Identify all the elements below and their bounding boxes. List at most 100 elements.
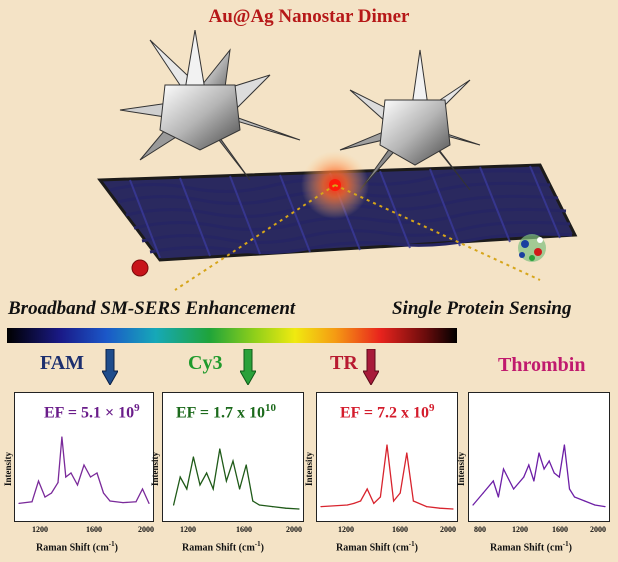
left-nanostar (119, 30, 301, 181)
tick-label: 1600 (552, 525, 568, 534)
data-point (492, 480, 494, 482)
data-point (412, 500, 414, 502)
y-axis-label: Intensity (3, 451, 13, 486)
data-point (568, 488, 571, 490)
data-point (558, 476, 560, 478)
dye-label-thrombin: Thrombin (498, 354, 586, 376)
arrow-down-icon (102, 349, 118, 385)
data-point (472, 504, 474, 506)
series-line (320, 444, 454, 510)
data-point (393, 500, 395, 502)
data-point (141, 488, 144, 490)
spectrum-color-bar (7, 328, 457, 343)
ef-value-tr: EF = 7.2 x 109 (340, 402, 435, 422)
data-point (239, 488, 241, 490)
data-point (65, 476, 67, 478)
data-point (538, 452, 540, 454)
data-point (50, 492, 53, 494)
data-point (366, 488, 368, 490)
y-axis-label: Intensity (304, 451, 314, 486)
data-point (219, 448, 221, 450)
data-point (31, 501, 33, 503)
tick-label: 1200 (338, 525, 354, 534)
data-point (285, 507, 287, 509)
x-axis-label: Raman Shift (cm-1) (36, 540, 118, 554)
data-point (573, 496, 576, 498)
series-line (172, 448, 300, 510)
data-point (57, 482, 59, 484)
data-point (245, 464, 247, 466)
x-axis-label: Raman Shift (cm-1) (336, 540, 418, 554)
tick-label: 1200 (32, 525, 48, 534)
data-point (439, 507, 441, 509)
tick-label: 1200 (512, 525, 528, 534)
spectrum-panel-cy3 (162, 392, 304, 522)
data-point (320, 506, 322, 508)
data-point (548, 460, 550, 462)
data-point (502, 468, 505, 470)
y-axis-label: Intensity (456, 451, 466, 486)
data-point (186, 488, 188, 490)
data-point (298, 508, 300, 510)
data-point (604, 506, 606, 508)
spectrum-plot (320, 444, 454, 510)
data-point (109, 500, 111, 502)
series-line (472, 444, 606, 508)
dye-molecule-icon (131, 259, 149, 277)
data-point (543, 468, 545, 470)
data-point (563, 444, 565, 446)
arrow-down-icon (363, 349, 379, 385)
ef-value-fam: EF = 5.1 × 109 (44, 402, 140, 422)
data-point (206, 472, 208, 474)
x-axis-label: Raman Shift (cm-1) (490, 540, 572, 554)
spectrum-plot (18, 436, 150, 505)
spectrum-plot (472, 444, 606, 508)
data-point (192, 456, 194, 458)
data-point (258, 504, 260, 506)
figure-title: Au@Ag Nanostar Dimer (208, 6, 410, 27)
data-point (482, 492, 484, 494)
data-point (386, 444, 388, 446)
data-point (426, 506, 428, 508)
tick-label: 1600 (392, 525, 408, 534)
dye-label-tr: TR (330, 352, 358, 374)
data-point (76, 484, 79, 486)
data-point (497, 496, 499, 498)
dye-label-fam: FAM (40, 352, 85, 374)
data-point (523, 476, 525, 478)
data-point (135, 501, 137, 503)
data-point (122, 502, 124, 504)
data-point (102, 492, 105, 494)
tick-label: 2000 (590, 525, 606, 534)
data-point (148, 502, 150, 504)
data-point (179, 476, 181, 478)
spectrum-plot (172, 448, 300, 510)
x-axis-label: Raman Shift (cm-1) (182, 540, 264, 554)
data-point (173, 504, 175, 506)
data-point (406, 452, 408, 454)
tick-label: 2000 (440, 525, 456, 534)
ef-value-cy3: EF = 1.7 x 1010 (176, 402, 276, 422)
data-point (533, 480, 535, 482)
tick-label: 1600 (86, 525, 102, 534)
data-point (252, 500, 254, 502)
tick-label: 2000 (138, 525, 154, 534)
spectrum-panel-tr (316, 392, 458, 522)
data-point (379, 496, 381, 498)
dye-label-cy3: Cy3 (188, 352, 223, 374)
data-point (528, 464, 530, 466)
data-point (70, 472, 72, 474)
broadband-label: Broadband SM-SERS Enhancement (8, 298, 296, 319)
protein-icon (518, 234, 546, 262)
tick-label: 800 (474, 525, 486, 534)
arrow-down-icon (240, 349, 256, 385)
data-point (346, 504, 348, 506)
data-point (89, 476, 92, 478)
data-point (232, 460, 234, 462)
tick-label: 1600 (236, 525, 252, 534)
data-point (83, 464, 85, 466)
data-point (44, 496, 46, 498)
series-line (18, 436, 150, 505)
data-point (18, 502, 20, 504)
data-point (212, 488, 214, 490)
